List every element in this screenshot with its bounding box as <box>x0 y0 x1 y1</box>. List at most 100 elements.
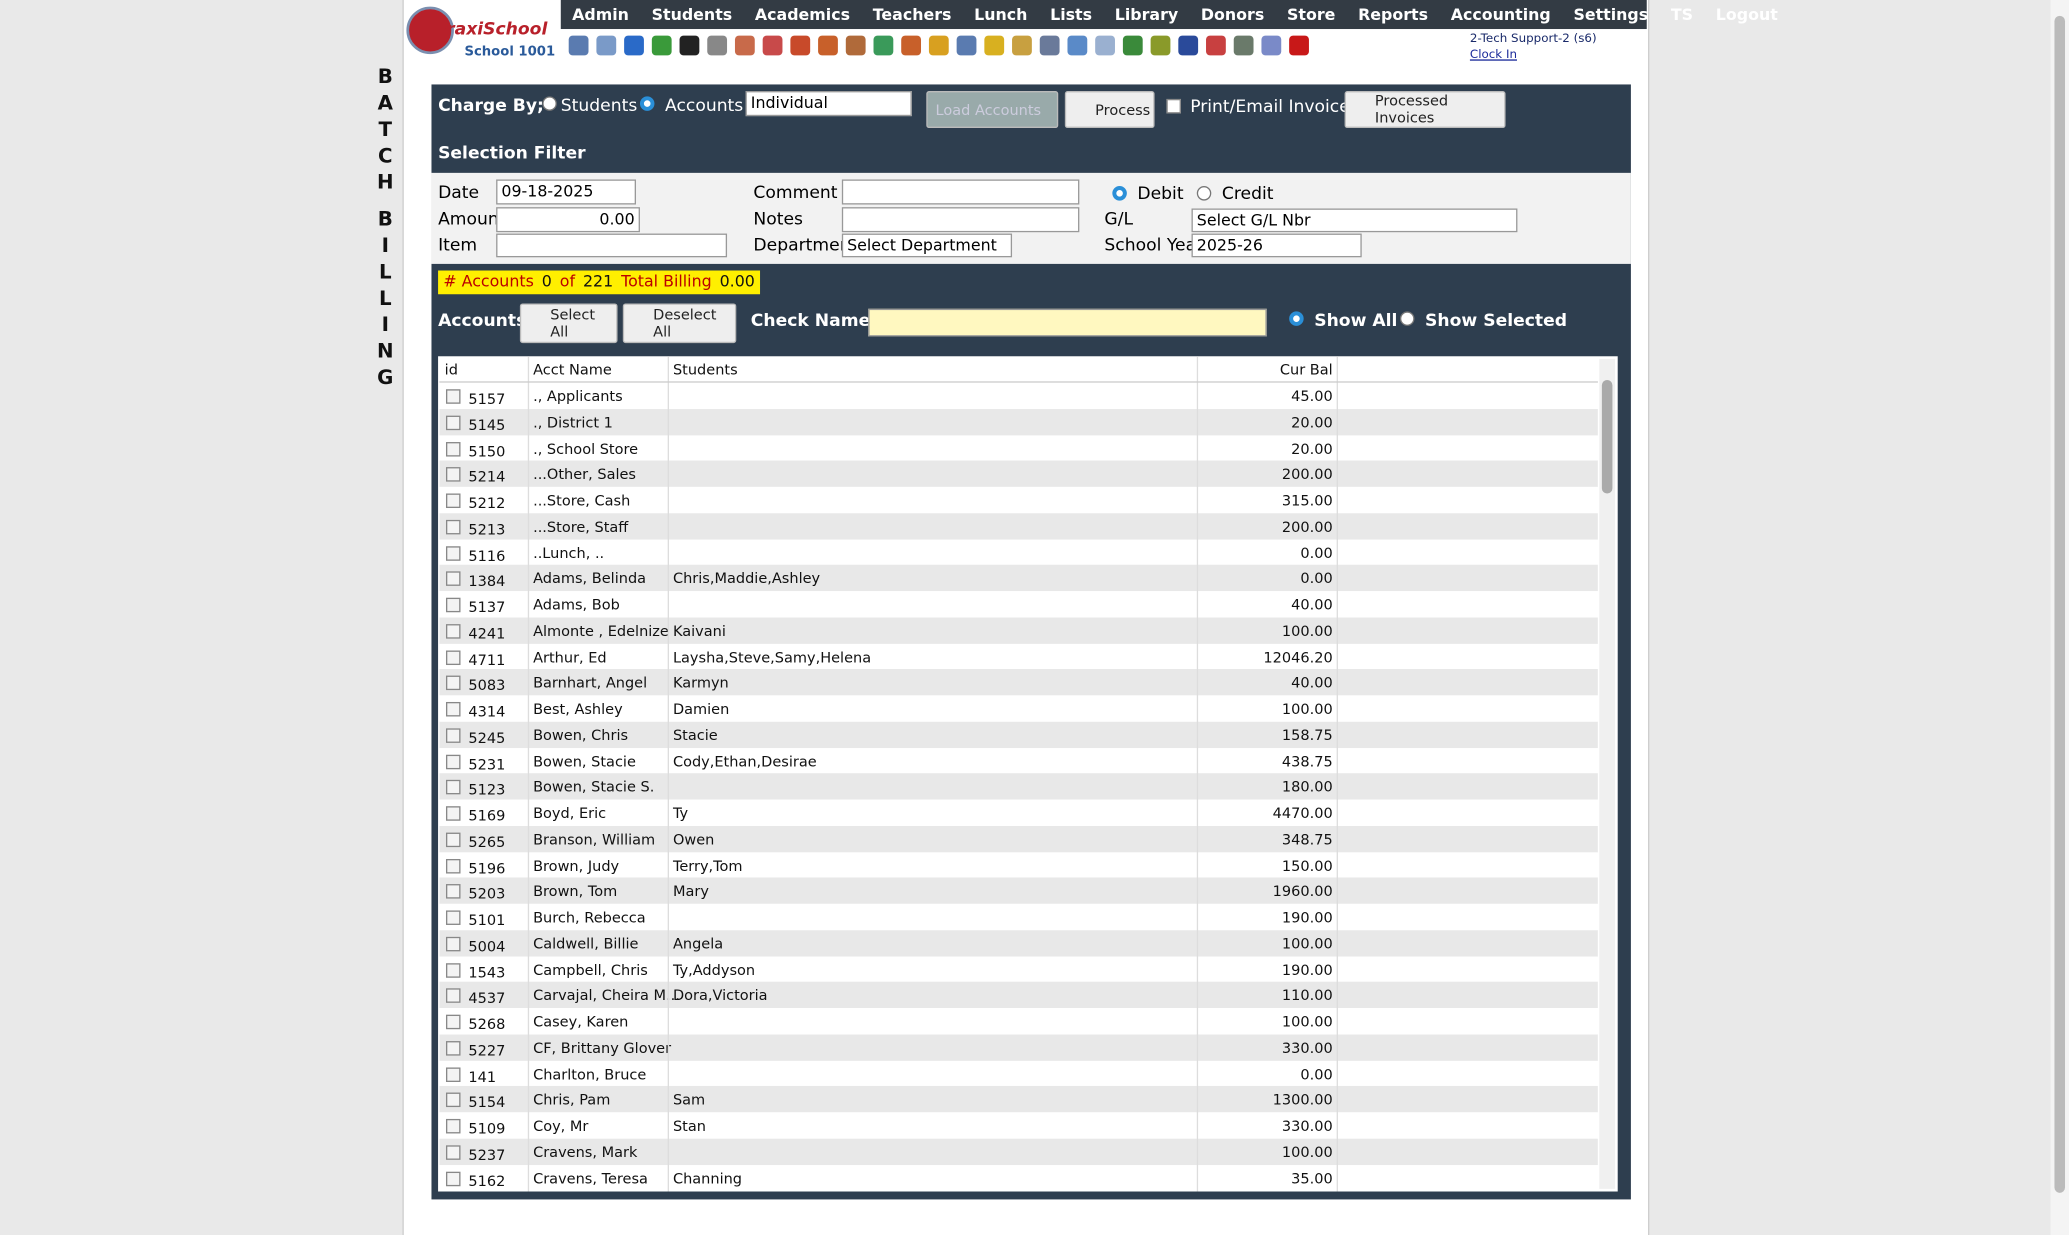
accounts-radio[interactable] <box>639 96 655 111</box>
row-checkbox[interactable] <box>445 1040 461 1056</box>
table-row[interactable]: 5150 ., School Store 20.00 <box>439 434 1598 462</box>
toolbar-icon[interactable] <box>596 35 617 56</box>
table-row[interactable]: 5169 Boyd, Eric Ty 4470.00 <box>439 799 1598 827</box>
row-checkbox[interactable] <box>445 884 461 899</box>
row-checkbox[interactable] <box>445 571 461 587</box>
nav-item[interactable]: Donors <box>1200 5 1265 24</box>
table-row[interactable]: 1384 Adams, Belinda Chris,Maddie,Ashley 0.0… <box>439 565 1598 592</box>
table-row[interactable]: 4241 Almonte , Edelnize Kaivani 100.00 <box>439 617 1598 644</box>
toolbar-icon[interactable] <box>707 35 728 56</box>
table-row[interactable]: 1543 Campbell, Chris Ty,Addyson 190.00 <box>439 955 1598 983</box>
students-radio[interactable] <box>542 96 557 111</box>
toolbar-icon[interactable] <box>845 35 866 56</box>
table-row[interactable]: 4314 Best, Ashley Damien 100.00 <box>439 695 1598 722</box>
check-name-input[interactable] <box>868 308 1267 337</box>
select-all-button[interactable]: Select All <box>519 303 618 344</box>
table-row[interactable]: 5162 Cravens, Teresa Channing 35.00 <box>439 1164 1598 1191</box>
department-select[interactable]: Select Department <box>841 233 1013 258</box>
table-row[interactable]: 4537 Carvajal, Cheira M... Dora,Victoria 11… <box>439 982 1598 1009</box>
scroll-thumb[interactable] <box>1601 380 1613 494</box>
toolbar-icon[interactable] <box>928 35 949 56</box>
toolbar-icon[interactable] <box>568 35 589 56</box>
row-checkbox[interactable] <box>445 988 461 1004</box>
print-checkbox[interactable] <box>1166 98 1181 114</box>
row-checkbox[interactable] <box>445 545 461 561</box>
toolbar-icon[interactable] <box>1289 35 1309 56</box>
toolbar-icon[interactable] <box>624 35 644 56</box>
row-checkbox[interactable] <box>445 675 461 691</box>
row-checkbox[interactable] <box>445 1171 461 1186</box>
credit-radio[interactable] <box>1196 186 1212 201</box>
process-button[interactable]: Process <box>1064 91 1155 128</box>
load-accounts-button[interactable]: Load Accounts <box>926 91 1059 128</box>
notes-input[interactable] <box>841 207 1080 233</box>
row-checkbox[interactable] <box>445 415 461 430</box>
row-checkbox[interactable] <box>445 910 461 925</box>
deselect-all-button[interactable]: Deselect All <box>622 303 737 344</box>
toolbar-icon[interactable] <box>790 35 811 56</box>
row-checkbox[interactable] <box>445 1092 461 1108</box>
table-row[interactable]: 141 Charlton, Bruce 0.00 <box>439 1060 1598 1087</box>
table-row[interactable]: 5123 Bowen, Stacie S. 180.00 <box>439 773 1598 800</box>
row-checkbox[interactable] <box>445 467 461 482</box>
row-checkbox[interactable] <box>445 728 461 743</box>
row-checkbox[interactable] <box>445 519 461 535</box>
row-checkbox[interactable] <box>445 858 461 873</box>
toolbar-icon[interactable] <box>679 35 700 56</box>
item-select[interactable] <box>496 233 728 258</box>
table-row[interactable]: 5268 Casey, Karen 100.00 <box>439 1008 1598 1035</box>
toolbar-icon[interactable] <box>762 35 783 56</box>
nav-item[interactable]: Logout <box>1715 5 1778 24</box>
toolbar-icon[interactable] <box>1233 35 1254 56</box>
row-checkbox[interactable] <box>445 962 461 978</box>
table-row[interactable]: 5083 Barnhart, Angel Karmyn 40.00 <box>439 669 1598 696</box>
nav-item[interactable]: Library <box>1114 5 1179 24</box>
table-row[interactable]: 5203 Brown, Tom Mary 1960.00 <box>439 877 1598 905</box>
table-row[interactable]: 5154 Chris, Pam Sam 1300.00 <box>439 1086 1598 1113</box>
nav-item[interactable]: Students <box>651 5 733 24</box>
table-row[interactable]: 5213 ...Store, Staff 200.00 <box>439 512 1598 540</box>
row-checkbox[interactable] <box>445 1014 461 1030</box>
table-row[interactable]: 5237 Cravens, Mark 100.00 <box>439 1138 1598 1165</box>
table-row[interactable]: 5116 ..Lunch, .. 0.00 <box>439 539 1598 566</box>
toolbar-icon[interactable] <box>651 35 672 56</box>
year-select[interactable]: 2025-26 <box>1191 233 1362 258</box>
comment-input[interactable] <box>841 179 1080 205</box>
toolbar-icon[interactable] <box>1067 35 1088 56</box>
clock-in-link[interactable]: Clock In <box>1469 48 1517 63</box>
row-checkbox[interactable] <box>445 832 461 847</box>
toolbar-icon[interactable] <box>1206 35 1226 56</box>
table-row[interactable]: 5157 ., Applicants 45.00 <box>439 382 1598 410</box>
table-row[interactable]: 5265 Branson, William Owen 348.75 <box>439 825 1598 853</box>
row-checkbox[interactable] <box>445 597 461 613</box>
nav-item[interactable]: Settings <box>1573 5 1649 24</box>
table-row[interactable]: 5196 Brown, Judy Terry,Tom 150.00 <box>439 851 1598 879</box>
toolbar-icon[interactable] <box>818 35 838 56</box>
toolbar-icon[interactable] <box>901 35 922 56</box>
mode-select[interactable]: Individual <box>745 91 912 117</box>
toolbar-icon[interactable] <box>1261 35 1282 56</box>
table-row[interactable]: 5227 CF, Brittany Glover 330.00 <box>439 1034 1598 1061</box>
table-row[interactable]: 5245 Bowen, Chris Stacie 158.75 <box>439 721 1598 748</box>
nav-item[interactable]: Reports <box>1358 5 1429 24</box>
row-checkbox[interactable] <box>445 754 461 769</box>
row-checkbox[interactable] <box>445 936 461 952</box>
row-checkbox[interactable] <box>445 649 461 665</box>
table-row[interactable]: 5145 ., District 1 20.00 <box>439 408 1598 436</box>
toolbar-icon[interactable] <box>1039 35 1060 56</box>
toolbar-icon[interactable] <box>1150 35 1171 56</box>
row-checkbox[interactable] <box>445 1066 461 1082</box>
table-row[interactable]: 5109 Coy, Mr Stan 330.00 <box>439 1112 1598 1139</box>
toolbar-icon[interactable] <box>956 35 977 56</box>
nav-item[interactable]: Store <box>1286 5 1336 24</box>
row-checkbox[interactable] <box>445 1118 461 1134</box>
row-checkbox[interactable] <box>445 1144 461 1160</box>
row-checkbox[interactable] <box>445 806 461 821</box>
row-checkbox[interactable] <box>445 701 461 717</box>
toolbar-icon[interactable] <box>1012 35 1032 56</box>
table-row[interactable]: 5101 Burch, Rebecca 190.00 <box>439 903 1598 931</box>
table-row[interactable]: 4711 Arthur, Ed Laysha,Steve,Samy,Helena 12… <box>439 643 1598 670</box>
row-checkbox[interactable] <box>445 441 461 456</box>
nav-item[interactable]: Admin <box>572 5 629 24</box>
row-checkbox[interactable] <box>445 389 461 404</box>
